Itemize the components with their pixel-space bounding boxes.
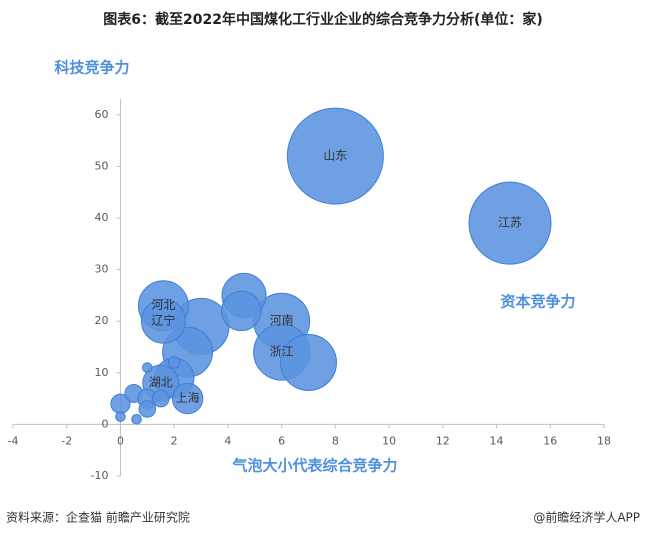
y-axis-title: 科技竞争力 bbox=[54, 59, 129, 77]
credit: @前瞻经济学人APP bbox=[533, 510, 640, 525]
y-tick-label: 60 bbox=[94, 108, 108, 121]
chart-title: 图表6：截至2022年中国煤化工行业企业的综合竞争力分析(单位：家) bbox=[103, 11, 543, 28]
bubble-label: 河南 bbox=[270, 313, 294, 328]
bubble bbox=[167, 356, 181, 369]
bubble bbox=[171, 382, 204, 415]
bubble bbox=[142, 362, 153, 373]
bubble bbox=[280, 333, 337, 391]
bubble bbox=[151, 389, 170, 408]
size-note: 气泡大小代表综合竞争力 bbox=[231, 457, 397, 475]
x-axis-title: 资本竞争力 bbox=[500, 293, 575, 311]
bubble-label: 河北 bbox=[151, 298, 175, 312]
y-tick-label: 50 bbox=[94, 159, 108, 172]
x-tick-label: 8 bbox=[332, 434, 339, 447]
x-tick-label: 10 bbox=[382, 434, 396, 447]
x-tick-label: -4 bbox=[8, 434, 19, 447]
x-tick-label: 6 bbox=[278, 434, 285, 447]
y-tick-label: 40 bbox=[94, 211, 108, 224]
x-tick-label: 12 bbox=[436, 434, 450, 447]
y-tick-label: 0 bbox=[101, 417, 108, 430]
bubble bbox=[131, 413, 142, 425]
bubble bbox=[468, 181, 552, 265]
bubble bbox=[138, 400, 157, 418]
bubble bbox=[140, 298, 186, 344]
bubble-label: 湖北 bbox=[149, 375, 173, 390]
bubble bbox=[115, 411, 126, 422]
bubble bbox=[286, 107, 384, 205]
x-tick-label: 2 bbox=[171, 434, 178, 447]
x-tick-label: 0 bbox=[117, 434, 124, 447]
x-tick-label: 14 bbox=[490, 434, 504, 447]
bubble-label: 山东 bbox=[323, 149, 347, 163]
x-tick-label: 4 bbox=[224, 434, 231, 447]
bubble-label: 上海 bbox=[176, 390, 200, 405]
y-tick-label: 20 bbox=[94, 314, 108, 327]
x-tick-label: 18 bbox=[597, 434, 611, 447]
y-tick-label: 30 bbox=[94, 263, 108, 276]
x-tick-label: -2 bbox=[61, 434, 72, 447]
y-tick-label: 10 bbox=[94, 366, 108, 379]
bubble-label: 浙江 bbox=[270, 345, 294, 359]
x-tick-label: 16 bbox=[543, 434, 557, 447]
y-tick-label: -10 bbox=[90, 469, 108, 482]
bubble bbox=[221, 290, 262, 332]
bubble-label: 江苏 bbox=[498, 216, 522, 230]
bubble-label: 辽宁 bbox=[151, 313, 175, 328]
source: 资料来源：企查猫 前瞻产业研究院 bbox=[6, 510, 190, 525]
